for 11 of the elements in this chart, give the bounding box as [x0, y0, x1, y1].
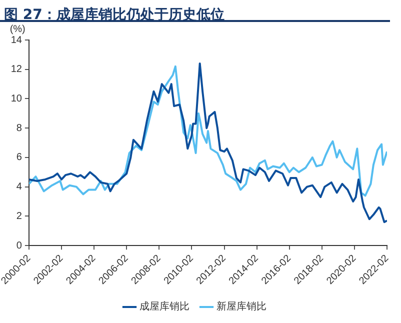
y-tick-label: 0	[16, 240, 22, 252]
legend-label: 新屋库销比	[216, 300, 266, 313]
legend-label: 成屋库销比	[140, 300, 190, 313]
y-axis-title: (%)	[10, 24, 26, 35]
y-tick-label: 4	[16, 182, 22, 193]
y-tick-label: 14	[10, 34, 22, 46]
y-tick-label: 8	[16, 122, 22, 134]
y-tick-label: 10	[10, 93, 22, 104]
y-tick-label: 6	[16, 152, 22, 164]
y-tick-label: 2	[16, 210, 22, 222]
y-tick-label: 12	[10, 64, 22, 76]
